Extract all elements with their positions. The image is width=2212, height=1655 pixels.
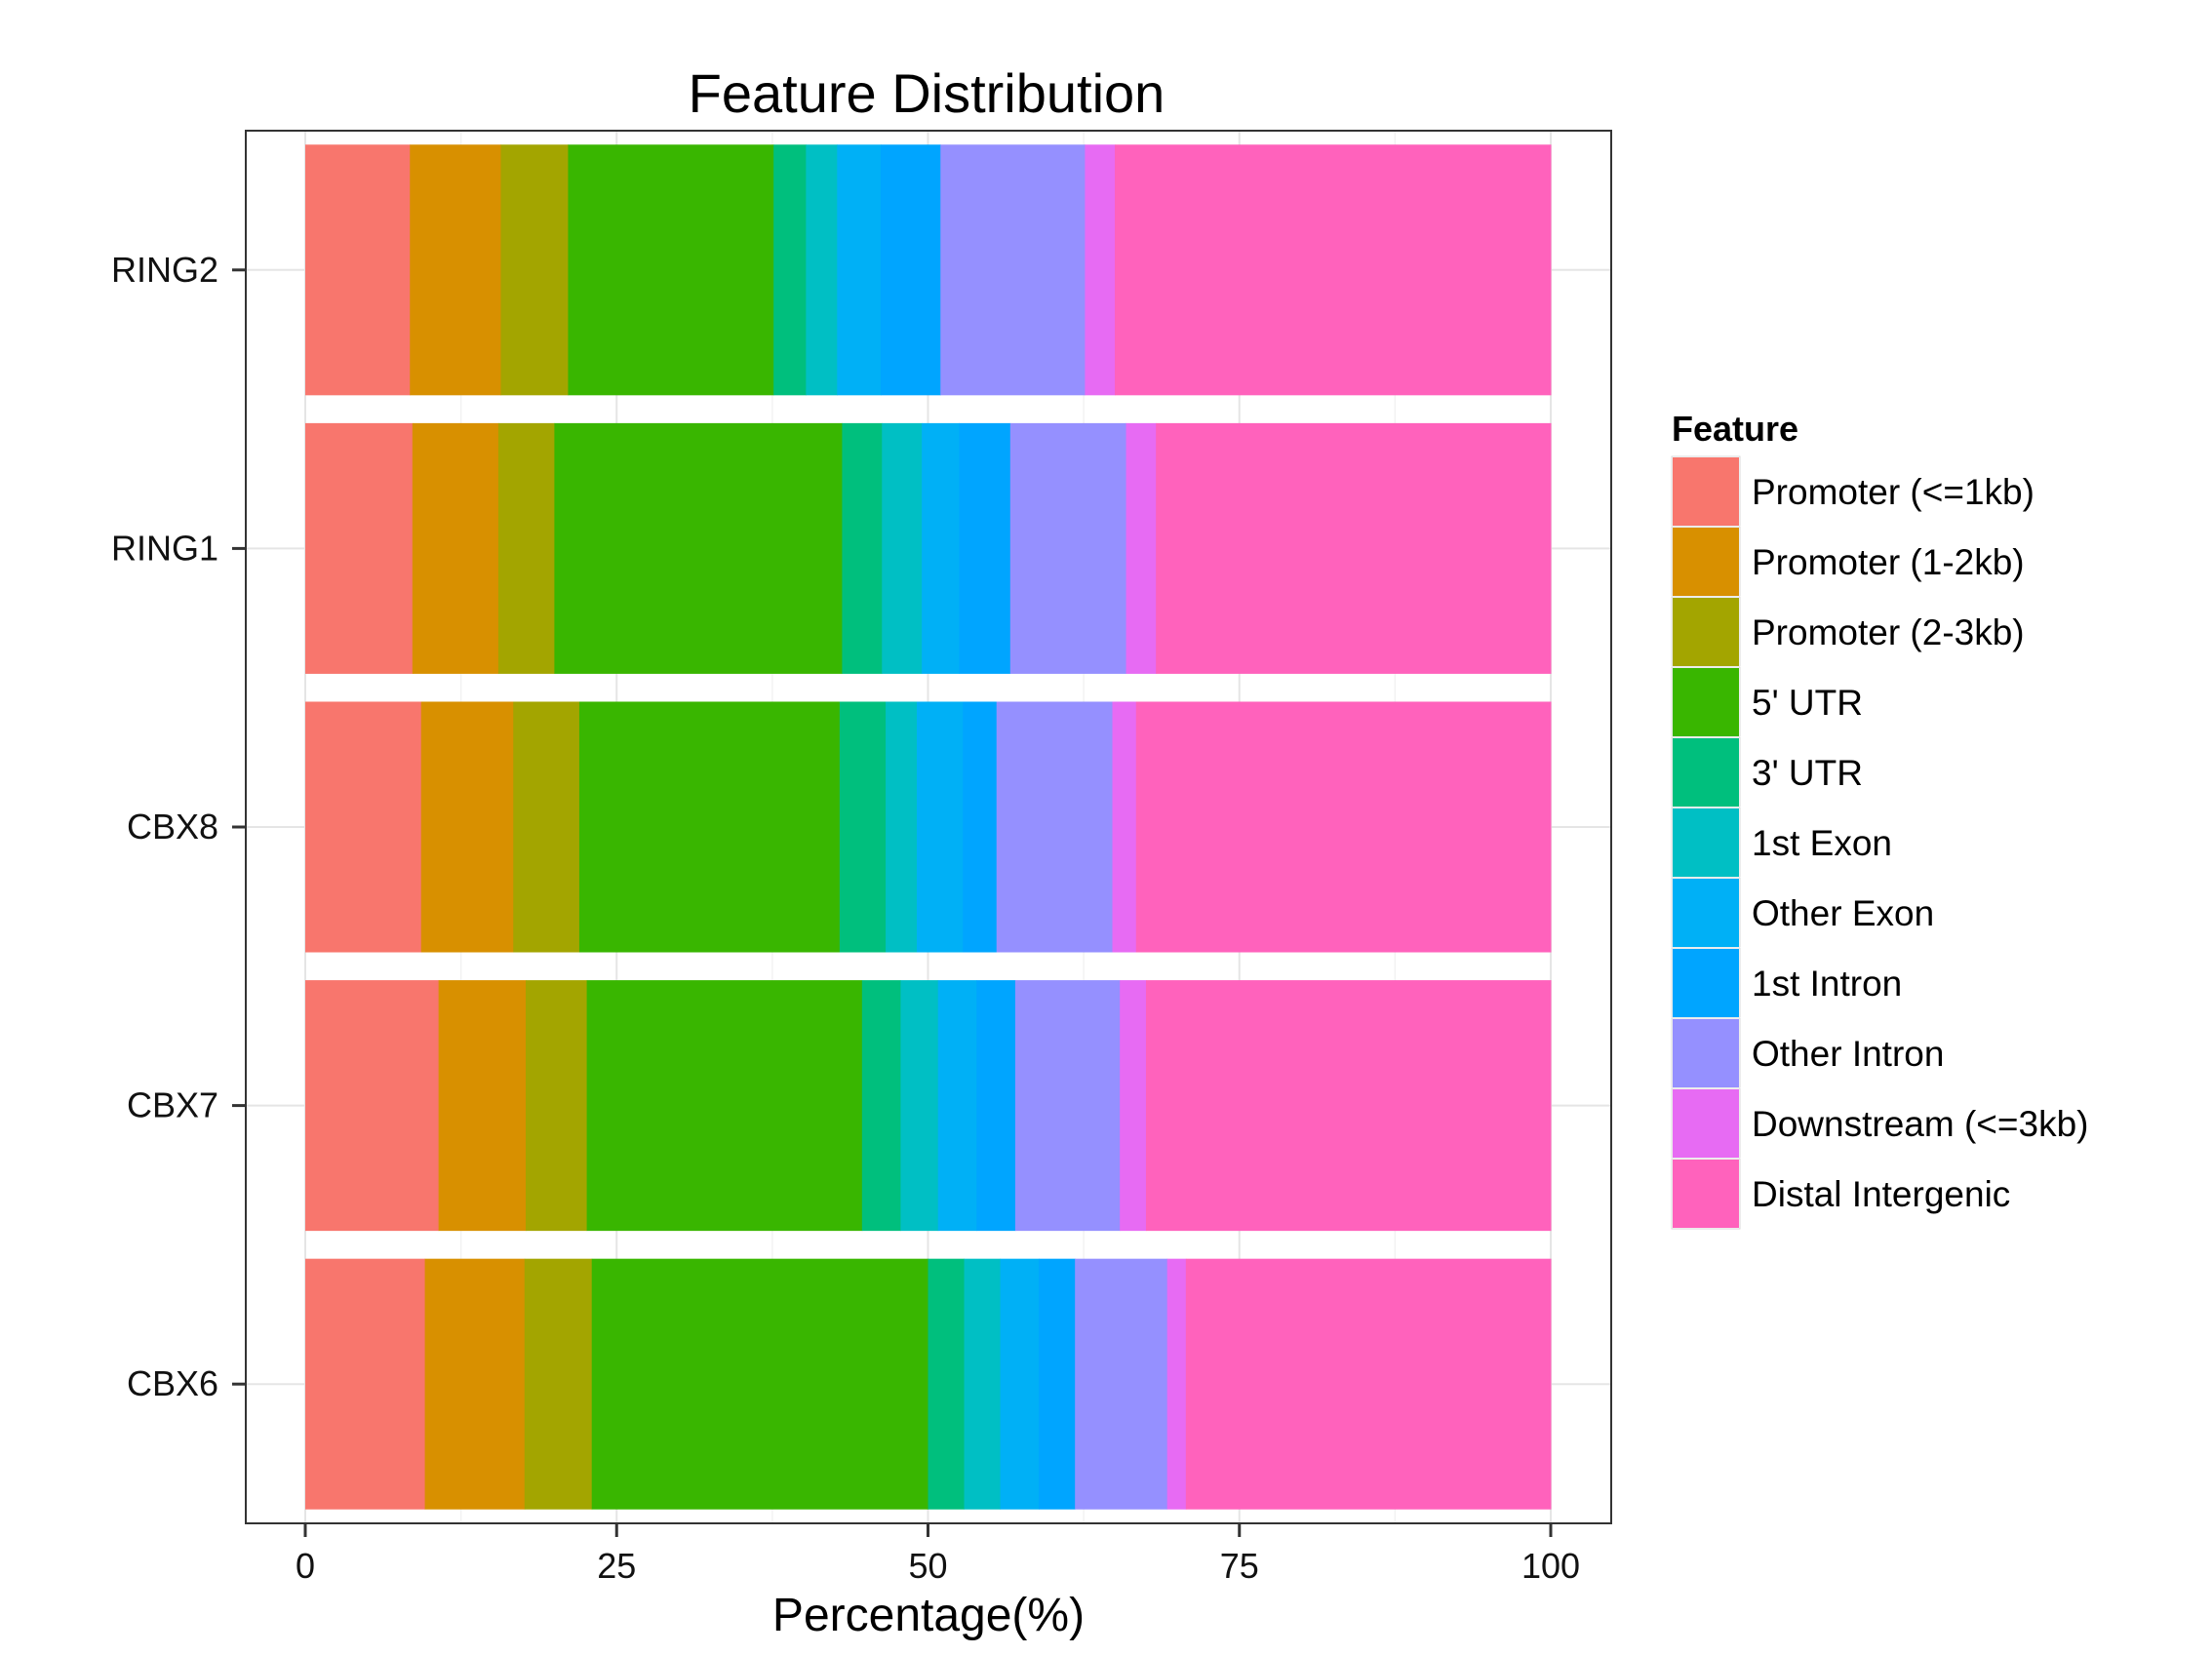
- bar-segment: [500, 144, 569, 396]
- bar-segment: [964, 1258, 1002, 1510]
- bar-segment: [568, 144, 774, 396]
- y-tick-label: RING2: [111, 250, 218, 290]
- bar-segment: [839, 701, 887, 953]
- y-tick-label: CBX8: [127, 807, 218, 847]
- x-tick-label: 100: [1521, 1546, 1580, 1586]
- bar-segment: [996, 701, 1113, 953]
- legend-key: [1671, 807, 1741, 879]
- bar-segment: [305, 144, 411, 396]
- bar-segment: [424, 1258, 526, 1510]
- bar-segment: [497, 422, 555, 674]
- bar-segment: [861, 980, 901, 1232]
- bar-segment: [420, 701, 514, 953]
- bar-segment: [1145, 980, 1552, 1232]
- bar-segment: [586, 980, 863, 1232]
- x-axis: 0 25 50 75 100: [296, 1523, 1580, 1586]
- bar-segment: [1085, 144, 1116, 396]
- bar-segment: [305, 980, 440, 1232]
- y-tick-label: CBX7: [127, 1085, 218, 1125]
- bar-segment: [837, 144, 882, 396]
- legend-key: [1671, 947, 1741, 1019]
- bar-segment: [524, 1258, 593, 1510]
- legend-label: 1st Exon: [1752, 823, 1892, 863]
- bar-segment: [526, 980, 588, 1232]
- bar-segment: [513, 701, 580, 953]
- legend-key: [1671, 736, 1741, 808]
- legend-key: [1671, 1158, 1741, 1230]
- bar-segment: [882, 422, 923, 674]
- legend-key: [1671, 666, 1741, 738]
- bar-segment: [1075, 1258, 1168, 1510]
- bar-segment: [305, 1258, 426, 1510]
- legend-label: Promoter (1-2kb): [1752, 542, 2025, 582]
- x-tick-label: 50: [908, 1546, 947, 1586]
- legend-key: [1671, 526, 1741, 598]
- bar-segment: [1000, 1258, 1040, 1510]
- bar-segment: [591, 1258, 928, 1510]
- y-axis: RING2 RING1 CBX8 CBX7 CBX6: [111, 250, 246, 1403]
- bar-segment: [959, 422, 1011, 674]
- bar-segment: [806, 144, 838, 396]
- legend-label: 5' UTR: [1752, 683, 1863, 723]
- legend-label: Downstream (<=3kb): [1752, 1104, 2088, 1144]
- bar-segment: [1039, 1258, 1076, 1510]
- legend-title: Feature: [1672, 409, 1798, 449]
- legend-key: [1671, 877, 1741, 949]
- bar-segment: [412, 422, 499, 674]
- bar-segment: [1185, 1258, 1552, 1510]
- bar-segment: [1135, 701, 1552, 953]
- x-tick-label: 25: [597, 1546, 636, 1586]
- legend-label: Other Exon: [1752, 893, 1934, 933]
- bar-segment: [928, 1258, 966, 1510]
- bar-segment: [1014, 980, 1121, 1232]
- bar-segment: [305, 701, 422, 953]
- legend-key: [1671, 1087, 1741, 1160]
- x-tick-label: 0: [296, 1546, 315, 1586]
- legend-label: 3' UTR: [1752, 753, 1863, 793]
- bar-segment: [578, 701, 841, 953]
- bar-segment: [1156, 422, 1552, 674]
- legend-key: [1671, 596, 1741, 668]
- bar-segment: [976, 980, 1016, 1232]
- legend: Feature Promoter (<=1kb) Promoter (1-2kb)…: [1671, 409, 2088, 1230]
- chart-title: Feature Distribution: [689, 62, 1165, 124]
- legend-label: Promoter (2-3kb): [1752, 612, 2025, 652]
- bar-segment: [554, 422, 843, 674]
- legend-key-border: [1671, 1158, 1741, 1230]
- x-axis-title: Percentage(%): [772, 1590, 1085, 1641]
- bar-segment: [917, 701, 964, 953]
- y-tick-label: RING1: [111, 528, 218, 568]
- legend-key: [1671, 455, 1741, 528]
- y-tick-label: CBX6: [127, 1363, 218, 1403]
- bar-segment: [1009, 422, 1127, 674]
- bar-segment: [438, 980, 527, 1232]
- legend-label: 1st Intron: [1752, 964, 1902, 1004]
- bar-segment: [922, 422, 960, 674]
- legend-label: Other Intron: [1752, 1034, 1944, 1074]
- legend-label: Distal Intergenic: [1752, 1174, 2010, 1214]
- bar-segment: [940, 144, 1086, 396]
- bars: [305, 144, 1552, 1510]
- legend-label: Promoter (<=1kb): [1752, 472, 2034, 512]
- bar-segment: [963, 701, 998, 953]
- legend-key: [1671, 1017, 1741, 1089]
- bar-segment: [1112, 701, 1137, 953]
- bar-segment: [1115, 144, 1552, 396]
- bar-segment: [1126, 422, 1157, 674]
- bar-segment: [842, 422, 883, 674]
- bar-segment: [305, 422, 414, 674]
- x-tick-label: 75: [1220, 1546, 1259, 1586]
- bar-segment: [900, 980, 939, 1232]
- bar-segment: [410, 144, 501, 396]
- bar-segment: [886, 701, 918, 953]
- bar-segment: [773, 144, 807, 396]
- bar-segment: [1166, 1258, 1187, 1510]
- bar-segment: [937, 980, 977, 1232]
- bar-segment: [1120, 980, 1147, 1232]
- bar-segment: [880, 144, 941, 396]
